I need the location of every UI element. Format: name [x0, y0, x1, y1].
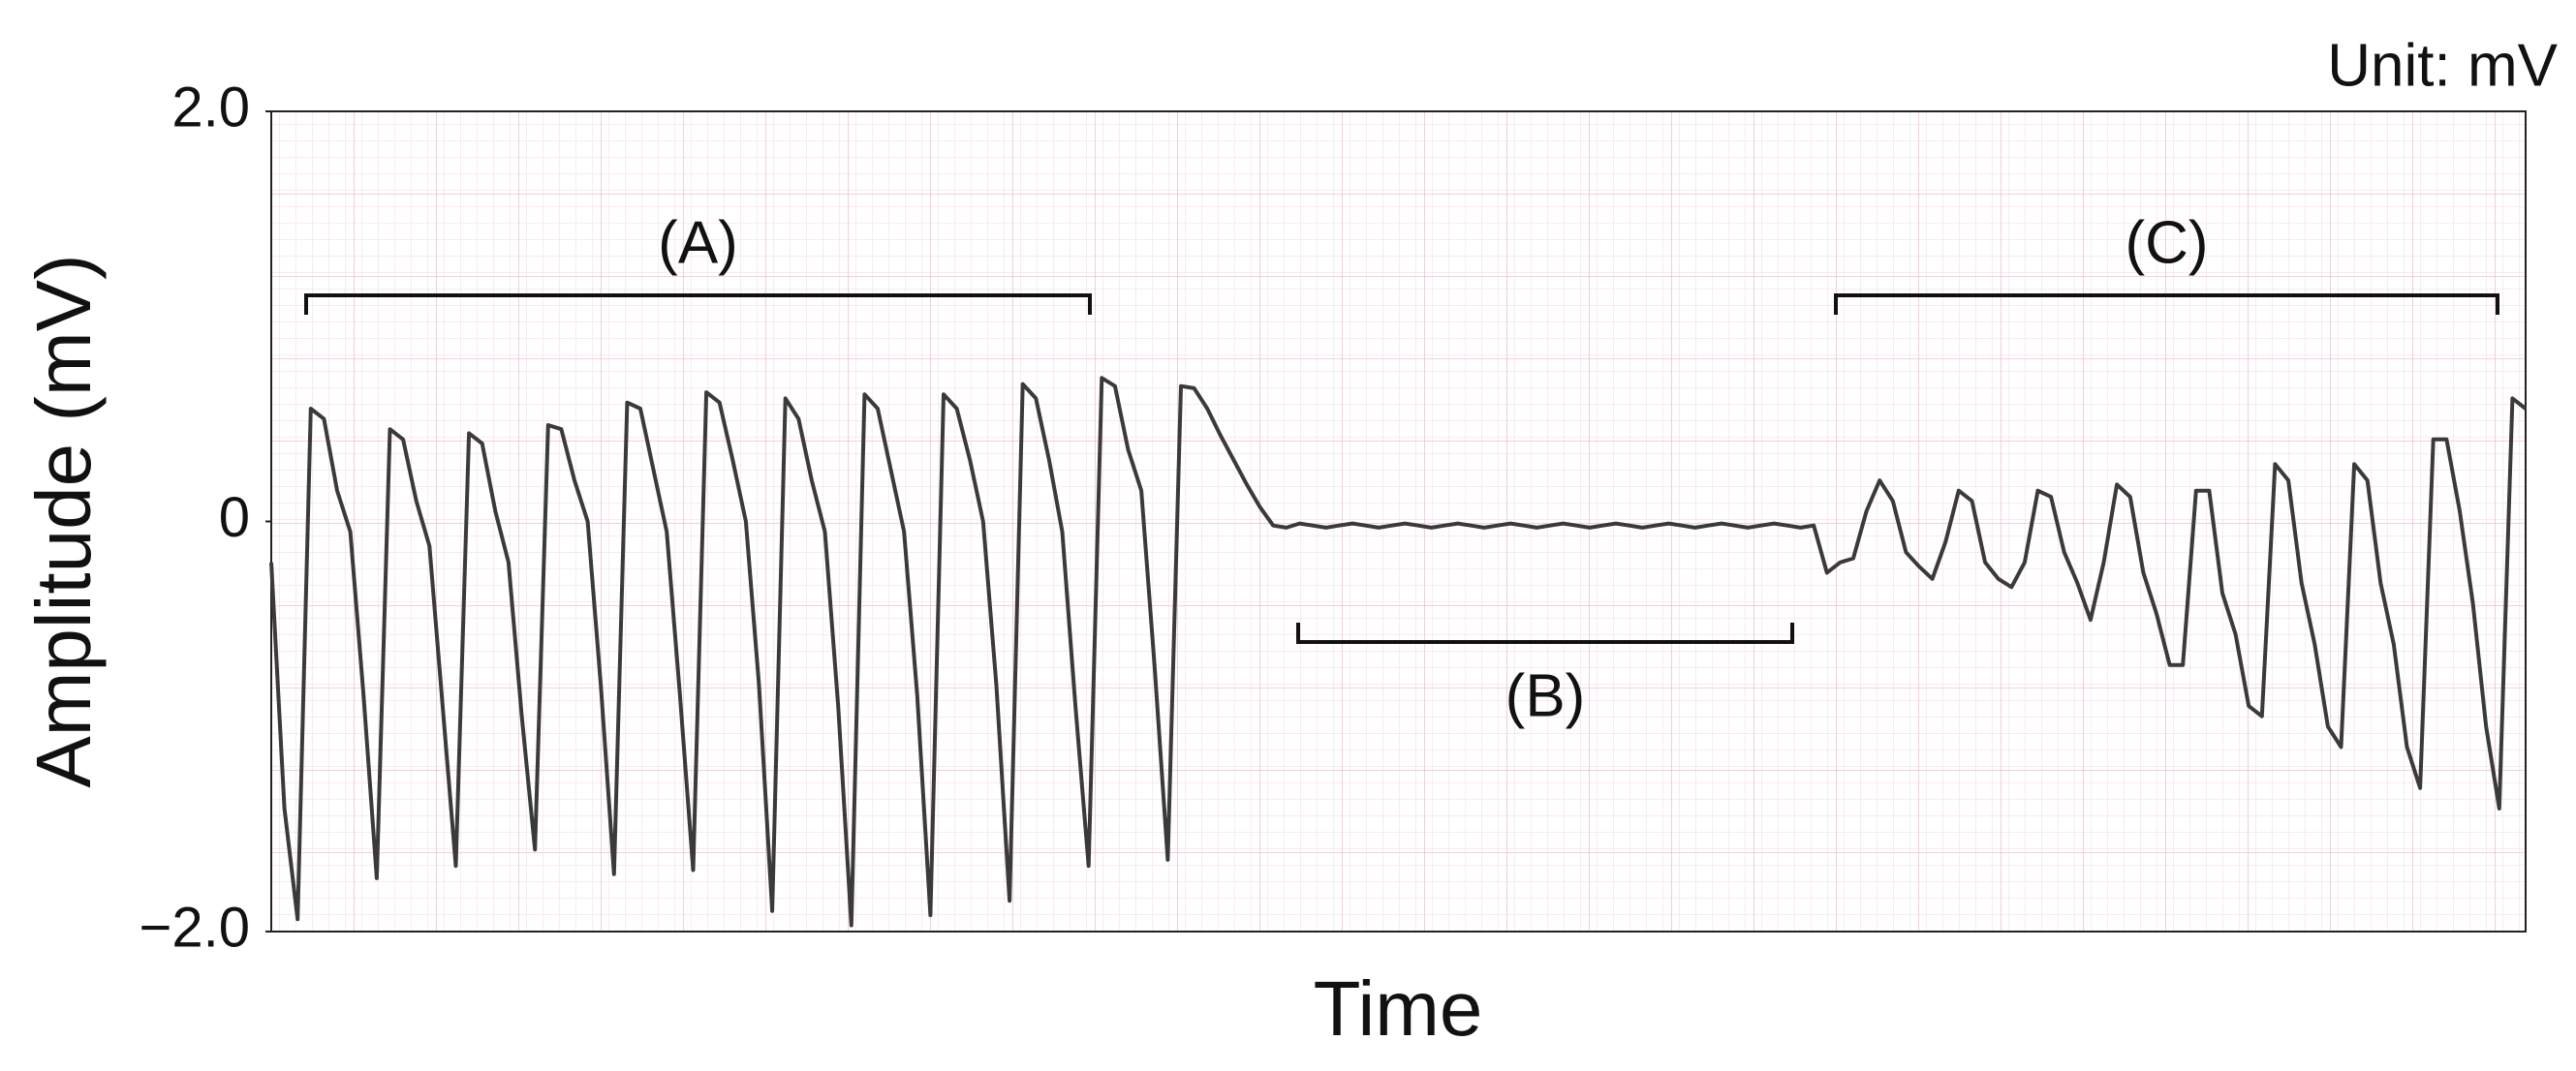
y-tick-label: −2.0: [140, 896, 251, 959]
ecg-grid: [271, 111, 2526, 932]
y-tick-label: 2.0: [171, 76, 250, 138]
annotation-label: (B): [1505, 662, 1586, 729]
unit-label: Unit: mV: [2327, 32, 2558, 99]
y-tick-label: 0: [219, 486, 250, 549]
x-axis-title: Time: [1314, 965, 1483, 1052]
bracket: [304, 293, 1092, 315]
annotation-label: (A): [658, 209, 738, 276]
annotation-label: (C): [2125, 209, 2208, 276]
signal-line: [269, 376, 2528, 928]
bracket: [1296, 623, 1794, 644]
y-axis-title: Amplitude (mV): [20, 254, 107, 787]
bracket: [1834, 293, 2499, 315]
